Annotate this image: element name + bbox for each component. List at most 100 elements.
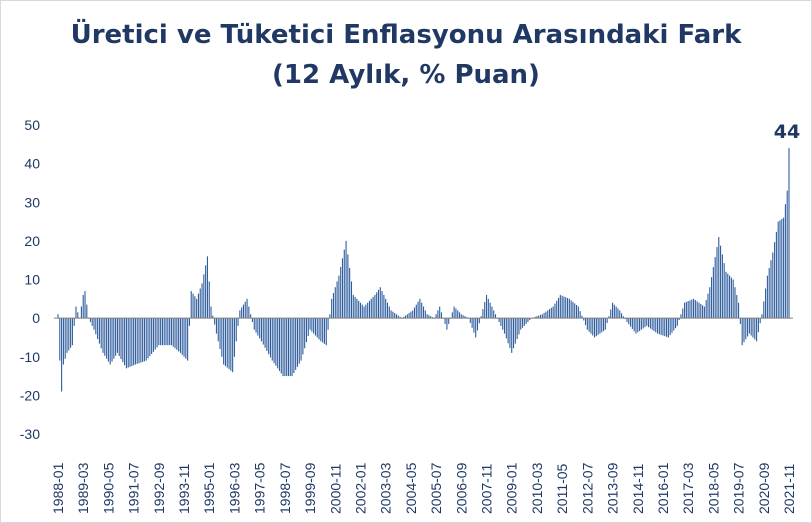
bar (462, 315, 464, 319)
bar (709, 287, 711, 319)
bar (476, 318, 479, 331)
bar (410, 311, 412, 319)
bar (352, 294, 354, 319)
bar (376, 292, 378, 319)
bar (494, 314, 497, 319)
x-tick-label: 2020-09 (756, 462, 772, 514)
y-tick-label: -20 (20, 387, 40, 403)
bar (246, 298, 248, 319)
peak-value-label: 44 (774, 121, 800, 143)
bar (646, 318, 648, 326)
bar (712, 267, 714, 319)
bar (278, 318, 281, 371)
bar (738, 302, 740, 319)
bar (478, 318, 480, 324)
bar (343, 249, 345, 319)
bar (556, 300, 558, 319)
bar (563, 296, 565, 319)
x-tick-label: 2018-05 (705, 462, 721, 514)
x-tick-label: 2017-03 (680, 462, 696, 514)
bar (439, 306, 441, 319)
y-tick-label: 10 (24, 272, 40, 288)
bar (752, 318, 754, 338)
bar (518, 318, 520, 335)
bar (127, 318, 129, 368)
bar (703, 306, 705, 319)
x-tick-label: 2021-11 (781, 463, 797, 514)
bar (131, 318, 133, 367)
bar (381, 291, 383, 319)
bar (244, 301, 246, 319)
bar (98, 318, 100, 344)
bar (340, 266, 342, 319)
x-tick-label: 2000-11 (327, 463, 343, 514)
bar (104, 318, 106, 356)
bar (457, 310, 459, 319)
y-tick-label: 20 (24, 233, 40, 249)
bar (485, 294, 488, 319)
bar (84, 291, 86, 319)
bar (293, 318, 295, 373)
bar (484, 302, 486, 319)
x-tick-label: 1990-05 (100, 462, 116, 514)
bar (140, 318, 142, 363)
bar (595, 318, 597, 337)
bar (783, 217, 785, 319)
bar (446, 318, 448, 330)
bar (356, 298, 358, 319)
bar (223, 318, 225, 365)
bar (255, 318, 257, 333)
bar (296, 318, 299, 367)
bar (125, 318, 127, 369)
bar (655, 318, 657, 333)
bar (113, 318, 115, 359)
bar (725, 271, 727, 319)
bar (66, 318, 68, 353)
bar (453, 306, 455, 319)
bar (224, 318, 226, 367)
bar (774, 242, 776, 319)
bar (136, 318, 138, 364)
bar (80, 306, 82, 319)
bar (599, 318, 601, 334)
bar (766, 275, 768, 319)
bar (471, 318, 473, 328)
bar (188, 318, 190, 326)
bar (772, 252, 774, 319)
bar (626, 318, 628, 322)
bar (763, 301, 765, 319)
bar (134, 318, 136, 365)
bar (491, 306, 493, 319)
bar (314, 318, 317, 336)
bar (525, 318, 527, 324)
bar (62, 318, 64, 365)
bar (156, 318, 158, 348)
x-tick-label: 1998-07 (277, 462, 293, 514)
bar (331, 298, 333, 319)
bar (736, 294, 738, 319)
bar (630, 318, 632, 327)
bar (649, 318, 651, 329)
bar (390, 310, 392, 319)
bar (336, 281, 338, 319)
bar (756, 318, 758, 342)
bar (601, 318, 603, 333)
x-tick-label: 2004-05 (403, 462, 419, 514)
bar (561, 295, 563, 319)
bar (480, 316, 482, 319)
bar (628, 318, 630, 325)
x-tick-label: 2003-03 (378, 462, 394, 514)
bar (313, 318, 315, 334)
x-tick-label: 1988-01 (50, 462, 66, 514)
bar (707, 293, 709, 319)
bar (154, 318, 156, 350)
bar (682, 308, 684, 319)
bar (219, 318, 221, 350)
bar (250, 314, 252, 319)
bar (233, 318, 235, 357)
bar (260, 318, 263, 342)
bar (178, 318, 180, 352)
bar (323, 318, 326, 344)
bar (374, 294, 376, 319)
bar (644, 318, 646, 328)
